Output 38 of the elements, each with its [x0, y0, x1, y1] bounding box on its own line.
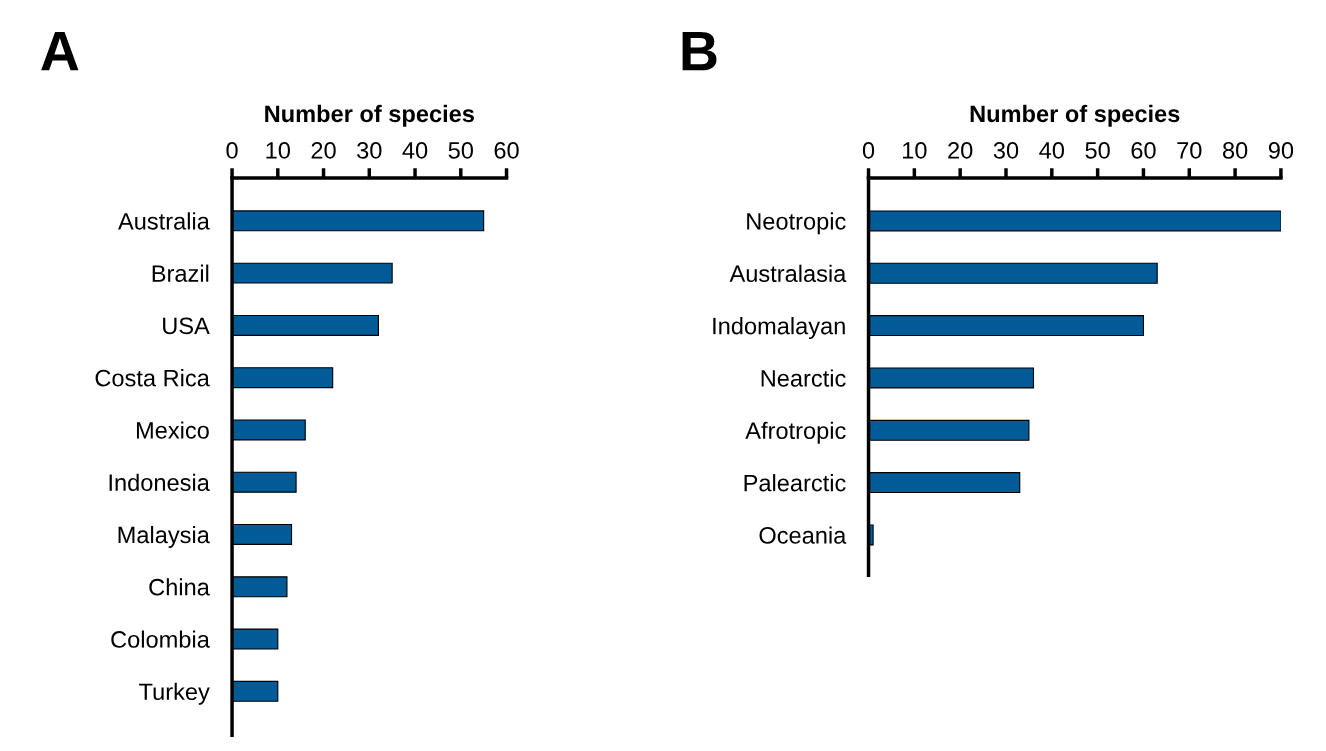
- x-tick-label: 90: [1268, 142, 1294, 159]
- y-tick-label: Brazil: [152, 264, 209, 282]
- x-tick-label: 10: [903, 142, 927, 159]
- x-tick-label: 80: [1222, 142, 1248, 159]
- x-tick-label: 20: [311, 142, 336, 159]
- y-tick-label: Neotropic: [747, 212, 846, 235]
- y-tick-label: USA: [163, 317, 210, 335]
- y-tick-label: Indomalayan: [713, 317, 845, 340]
- text: B: [682, 32, 717, 71]
- y-tick-label: China: [149, 578, 210, 596]
- x-tick-label: 30: [993, 142, 1019, 159]
- x-tick-label: 50: [448, 142, 473, 159]
- y-tick-label: Indonesia: [109, 473, 210, 492]
- y-tick-label: Afrotropic: [745, 421, 846, 444]
- y-tick-label: Colombia: [111, 630, 210, 648]
- x-tick-label: 30: [357, 142, 382, 159]
- y-tick-label: Nearctic: [761, 369, 846, 387]
- x-tick-label: 20: [948, 142, 973, 159]
- x-tick-label: 0: [862, 142, 875, 159]
- text: A: [41, 32, 79, 71]
- x-tick-label: 60: [1131, 142, 1156, 159]
- y-tick-label: Turkey: [139, 682, 210, 705]
- x-axis-title: Number of species: [970, 104, 1180, 127]
- y-tick-label: Australia: [118, 212, 210, 230]
- y-tick-label: Malaysia: [118, 525, 210, 548]
- x-tick-label: 0: [226, 142, 238, 159]
- x-tick-label: 10: [266, 142, 291, 159]
- x-tick-label: 70: [1177, 142, 1202, 159]
- x-tick-label: 50: [1085, 142, 1110, 159]
- y-tick-label: Costa Rica: [95, 369, 210, 387]
- x-axis-title: Number of species: [265, 104, 474, 127]
- y-tick-label: Palearctic: [744, 474, 846, 492]
- y-tick-label: Oceania: [759, 526, 847, 544]
- y-tick-label: Mexico: [136, 421, 209, 439]
- y-tick-label: Australasia: [729, 264, 847, 283]
- x-tick-label: 40: [1039, 142, 1065, 159]
- x-tick-label: 60: [494, 142, 519, 159]
- x-tick-label: 40: [402, 142, 428, 159]
